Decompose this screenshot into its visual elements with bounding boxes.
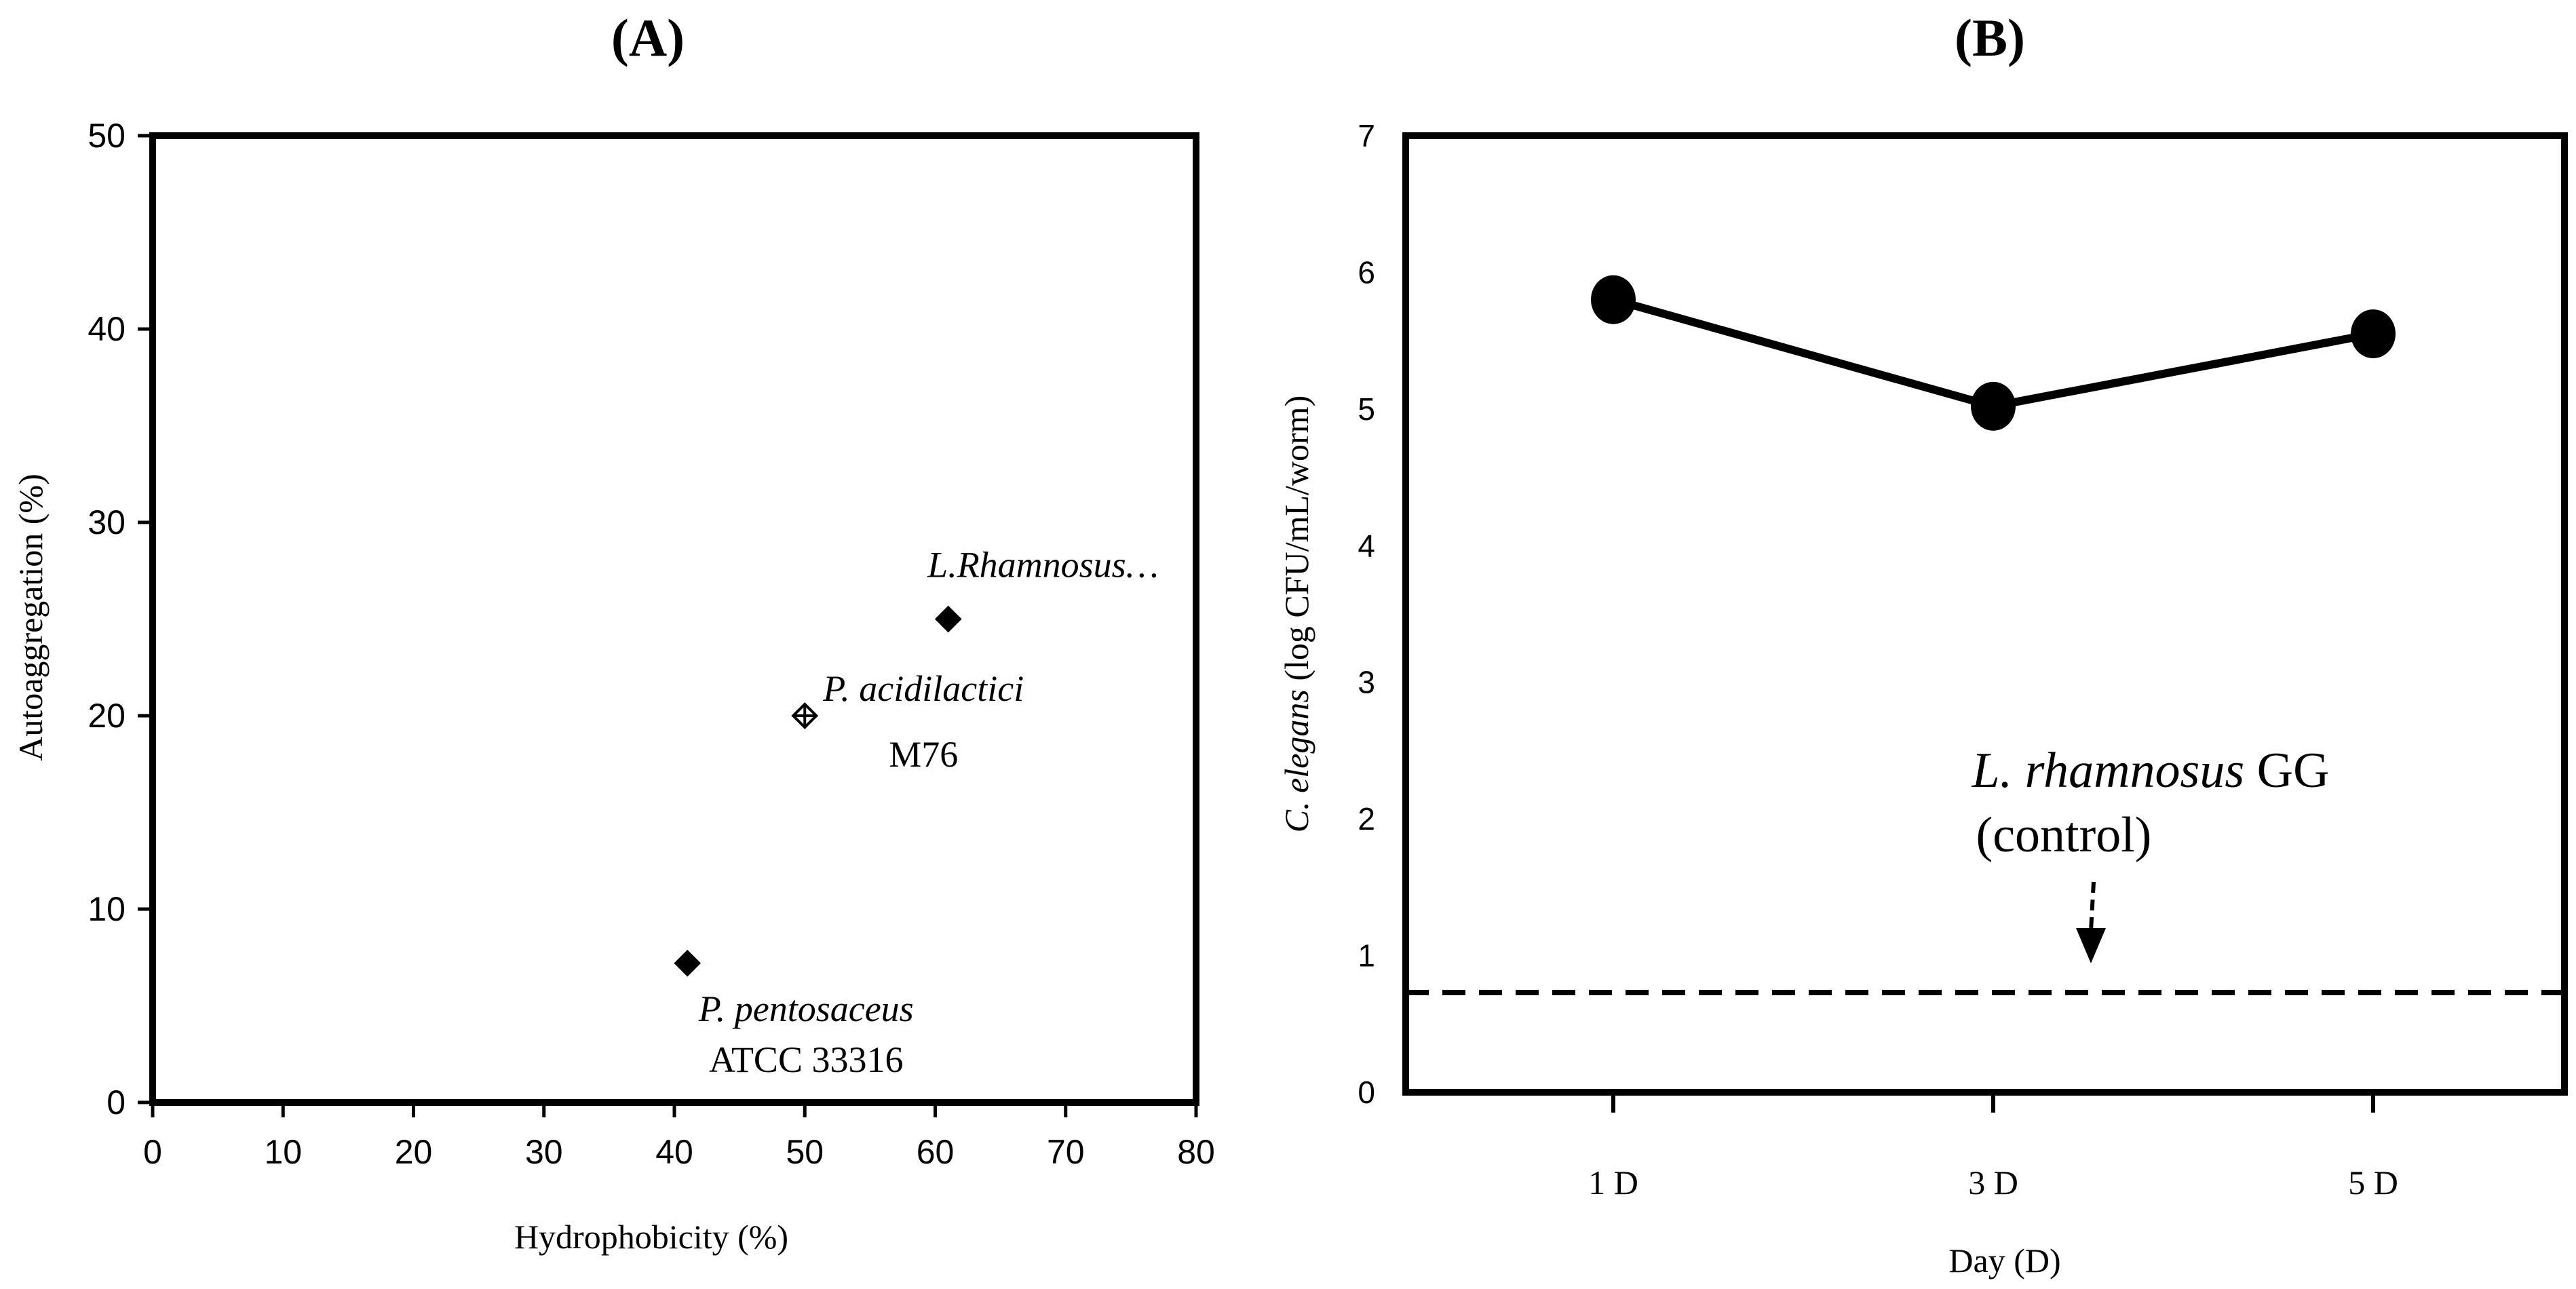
panel-b-x-tick-label: 3 D [1968, 1163, 2018, 1201]
scatter-point-sublabel: M76 [889, 734, 958, 775]
control-label: L. rhamnosus GG [1971, 743, 2329, 799]
panel-b-label: (B) [1955, 8, 2025, 67]
panel-b-y-axis-title-plain: (log CFU/mL/worm) [1277, 396, 1315, 689]
panel-b-y-tick-label: 7 [1358, 118, 1375, 153]
panel-a-y-tick-label: 10 [88, 890, 126, 928]
panel-a-x-tick-label: 40 [655, 1133, 693, 1171]
panel-a-x-axis-title: Hydrophobicity (%) [514, 1218, 788, 1256]
panel-a-plot-frame [149, 132, 1199, 1106]
panel-a-x-tick-label: 80 [1177, 1133, 1215, 1171]
panel-b-y-tick-label: 5 [1358, 391, 1375, 427]
scatter-point-sublabel: ATCC 33316 [709, 1039, 904, 1080]
control-label-italic: L. rhamnosus [1971, 743, 2244, 799]
panel-a-x-tick-label: 0 [143, 1133, 162, 1171]
panel-a-data-points: L.Rhamnosus… P. acidilactici M76 P. pentosa… [674, 545, 1159, 1080]
panel-a-y-tick-label: 40 [88, 310, 126, 348]
panel-b-x-axis: 1 D 3 D 5 D [1588, 1092, 2398, 1201]
control-label-plain: GG [2244, 743, 2329, 799]
panel-a-x-tick-label: 30 [525, 1133, 563, 1171]
panel-b-x-axis-title: Day (D) [1948, 1242, 2060, 1280]
control-arrow-head [2076, 928, 2106, 963]
panel-a-y-axis-title: Autoaggregation (%) [12, 474, 50, 761]
panel-b-y-tick-label: 0 [1358, 1075, 1375, 1110]
panel-a-y-tick-label: 20 [88, 697, 126, 735]
panel-b-y-tick-label: 2 [1358, 801, 1375, 836]
panel-a-y-axis: 0 10 20 30 40 50 [88, 117, 153, 1121]
control-label-line2: (control) [1976, 807, 2152, 863]
panel-b-x-tick-label: 1 D [1588, 1163, 1638, 1201]
scatter-point-label: P. acidilactici [822, 668, 1024, 709]
panel-b-x-tick-label: 5 D [2348, 1163, 2398, 1201]
panel-a-x-tick-label: 20 [395, 1133, 433, 1171]
scatter-point [674, 949, 701, 977]
panel-a-label: (A) [611, 8, 685, 67]
panel-a-x-tick-label: 50 [786, 1133, 824, 1171]
panel-a-x-axis: 0 10 20 30 40 50 60 70 80 [143, 1102, 1215, 1171]
panel-b-data-points [1591, 275, 2396, 431]
series-point [1591, 275, 1636, 324]
control-arrow-shaft [2089, 881, 2096, 931]
panel-b-y-axis-title-italic: C. elegans [1277, 689, 1315, 832]
panel-b-y-axis-title: C. elegans (log CFU/mL/worm) [1277, 396, 1315, 832]
scatter-point [934, 605, 962, 633]
panel-b-y-tick-label: 3 [1358, 665, 1375, 700]
scatter-point-label: L.Rhamnosus… [927, 545, 1159, 585]
panel-a-y-tick-label: 50 [88, 117, 126, 155]
panel-a-x-tick-label: 60 [917, 1133, 955, 1171]
panel-b-plot-frame [1402, 132, 2568, 1096]
panel-a-x-tick-label: 70 [1047, 1133, 1085, 1171]
panel-b-y-tick-label: 1 [1358, 938, 1375, 974]
panel-a-y-tick-label: 30 [88, 503, 126, 541]
series-point [2351, 309, 2396, 359]
scatter-point-label: P. pentosaceus [698, 988, 914, 1029]
panel-b-y-tick-label: 4 [1358, 528, 1375, 563]
panel-a-x-tick-label: 10 [264, 1133, 302, 1171]
panel-a-scatter-chart: (A) 0 10 20 30 40 50 0 10 20 30 40 50 60 70 80 Hydrop… [12, 8, 1215, 1256]
panel-b-y-axis: 0 1 2 3 4 5 6 7 [1358, 118, 1375, 1110]
panel-a-y-tick-label: 0 [107, 1083, 126, 1121]
panel-b-line-chart: (B) 0 1 2 3 4 5 6 7 1 D 3 D 5 D Day (D) C. elegan… [1277, 8, 2568, 1280]
panel-b-y-tick-label: 6 [1358, 254, 1375, 290]
series-point [1971, 381, 2016, 431]
